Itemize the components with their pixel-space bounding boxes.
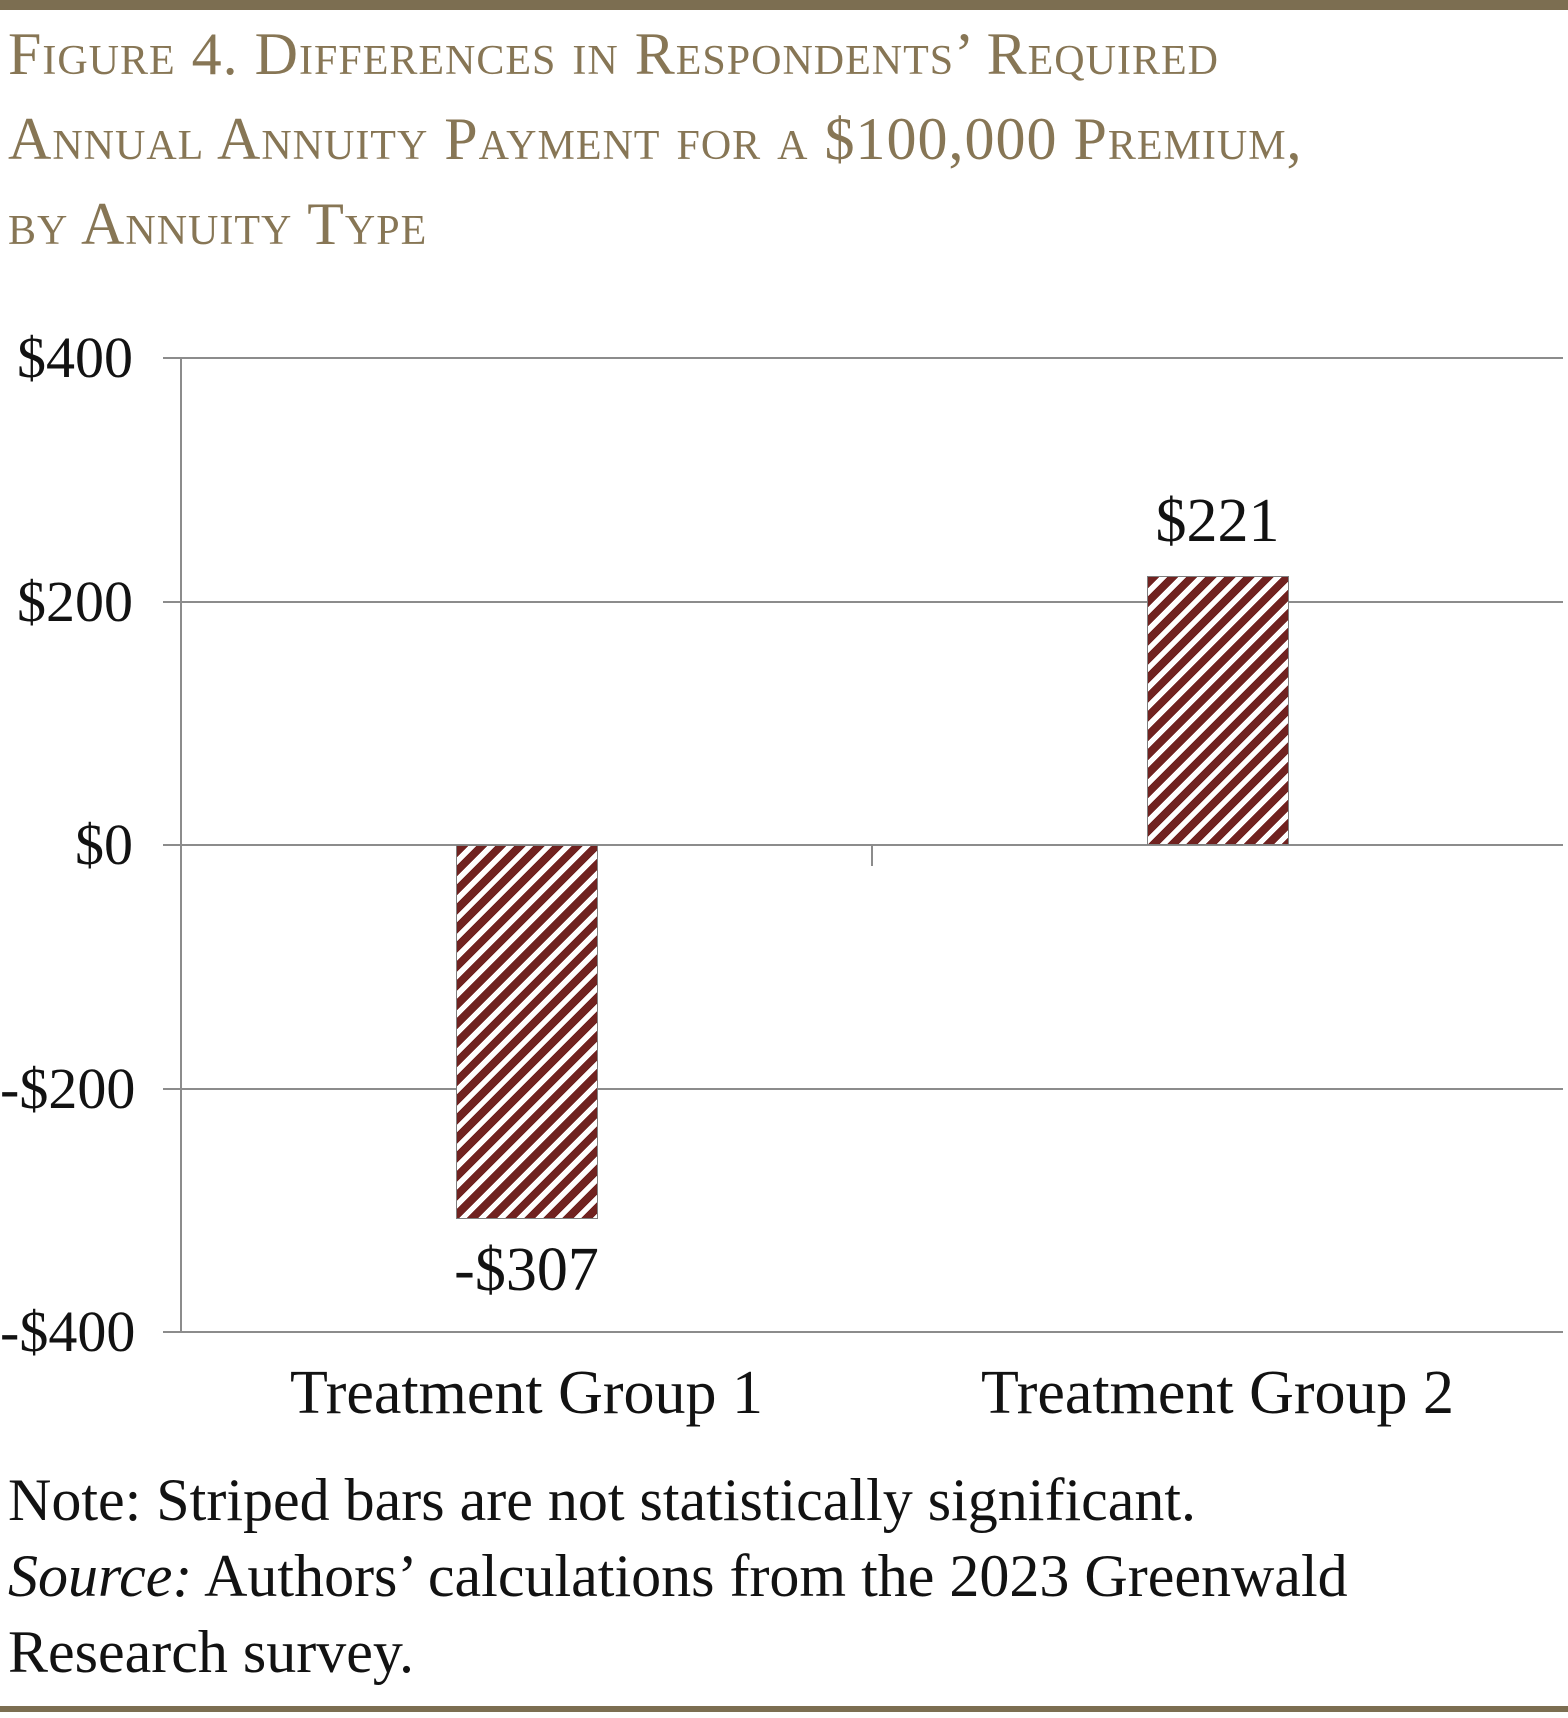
figure-title: Figure 4. Differences in Respondents’ Re… [8,12,1564,267]
y-tick-label: -$200 [0,1055,136,1121]
y-tick-label: $0 [75,812,133,877]
category-label: Treatment Group 2 [981,1359,1454,1427]
source-label: Source: [8,1543,193,1609]
source-rest: Authors’ calculations from the 2023 Gree… [192,1543,1348,1609]
category-label: Treatment Group 1 [290,1359,763,1427]
gridline [163,600,1563,603]
source-text-continued: Research survey. [8,1619,414,1685]
bar-value-label: $221 [1155,486,1280,555]
gridline [163,844,1563,846]
bar [455,845,598,1219]
category-boundary-tick [871,845,873,866]
y-tick-label: $400 [17,325,133,390]
bar-value-label: -$307 [454,1235,599,1304]
note-text: Note: Striped bars are not statistically… [8,1467,1197,1533]
bottom-rule [0,1706,1568,1712]
gridline [163,1331,1563,1333]
gridline [163,1087,1563,1090]
y-axis-line [180,358,182,1332]
bar [1146,575,1289,845]
y-tick-label: $200 [17,568,133,634]
y-tick-label: -$400 [0,1299,136,1364]
figure-title-line-3: by Annuity Type [8,191,428,257]
source-text: Source: Authors’ calculations from the 2… [8,1538,1564,1614]
figure-title-line-1: Figure 4. Differences in Respondents’ Re… [8,21,1219,87]
figure-title-line-2: Annual Annuity Payment for a $100,000 Pr… [8,106,1303,172]
gridline [163,357,1563,359]
top-rule [0,0,1568,10]
figure-notes: Note: Striped bars are not statistically… [8,1462,1564,1690]
